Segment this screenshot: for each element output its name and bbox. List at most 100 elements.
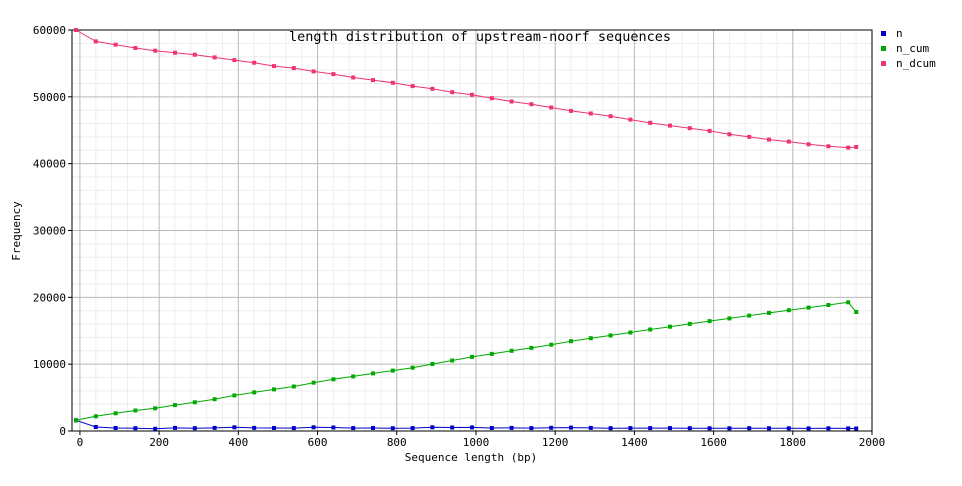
data-point-n-dcum [509,99,514,104]
data-point-n-dcum [74,28,78,32]
data-point-n-cum [311,380,316,385]
data-point-n-cum [74,418,78,423]
data-point-n-cum [351,374,356,379]
data-point-n-dcum [232,58,237,63]
data-point-n-cum [371,371,375,376]
data-point-n-cum [687,321,692,326]
data-point-n-cum [628,330,633,335]
data-point-n [192,426,197,431]
legend-label-n: n [896,27,903,40]
data-point-n-cum [489,351,494,356]
legend: n n_cum n_dcum [881,27,936,70]
data-point-n-dcum [489,96,494,101]
data-point-n [549,425,554,430]
data-point-n-cum [212,397,217,402]
data-point-n-dcum [212,55,217,60]
data-point-n-dcum [390,80,395,85]
data-point-n-cum [786,308,791,313]
data-point-n-dcum [707,128,712,133]
data-point-n-cum [727,316,732,321]
data-point-n [430,425,435,430]
data-point-n [351,426,356,431]
data-point-n [489,426,494,430]
data-point-n-cum [826,303,831,307]
data-point-n-cum [529,345,534,350]
data-point-n [767,426,771,431]
data-point-n-cum [291,384,296,389]
data-point-n-dcum [272,64,276,69]
y-axis-ticks: 0 10000 20000 30000 40000 50000 60000 [33,24,72,438]
data-point-n-dcum [727,132,732,137]
data-point-n-dcum [331,72,336,77]
y-tick-label: 20000 [33,291,66,304]
data-point-n-cum [668,324,672,329]
data-point-n [331,425,336,430]
x-tick-label: 200 [149,436,169,449]
data-point-n-cum [93,414,98,419]
data-point-n [113,426,118,430]
data-point-n-dcum [430,86,435,91]
legend-label-n-cum: n_cum [896,42,929,55]
data-point-n [509,425,514,430]
data-point-n-dcum [846,145,851,150]
data-point-n-cum [450,358,455,363]
x-tick-label: 1600 [700,436,727,449]
y-tick-label: 60000 [33,24,66,37]
data-point-n-dcum [608,114,613,119]
data-point-n-cum [390,368,395,373]
x-axis-ticks: 0 200 400 600 800 1000 1200 1400 1600 1800 2000 [77,431,885,449]
data-point-n [93,425,98,429]
data-point-n [727,426,732,431]
y-tick-label: 10000 [33,358,66,371]
data-point-n-dcum [687,126,692,131]
data-point-n-cum [608,333,613,338]
data-point-n-dcum [351,75,356,80]
data-point-n-dcum [826,144,831,149]
legend-marker-n-dcum [881,61,886,66]
data-point-n [846,426,851,431]
data-point-n-dcum [470,92,474,97]
data-point-n-dcum [628,117,633,122]
chart-title: length distribution of upstream-noorf se… [289,29,671,45]
data-point-n [854,426,859,431]
data-point-n-cum [430,362,435,366]
data-point-n-dcum [668,123,672,128]
x-tick-label: 600 [308,436,328,449]
data-point-n [668,426,672,431]
data-point-n-dcum [113,42,118,47]
data-point-n [608,426,613,431]
data-point-n [529,426,534,431]
y-tick-label: 40000 [33,158,66,171]
data-point-n-cum [192,400,197,405]
data-point-n-cum [113,411,118,416]
x-tick-label: 0 [77,436,84,449]
data-point-n-cum [470,354,474,359]
data-point-n-cum [173,403,177,408]
data-point-n [826,426,831,431]
data-point-n-cum [648,327,653,332]
data-point-n-cum [854,310,859,314]
data-point-n-dcum [371,78,375,83]
data-point-n-cum [747,313,752,318]
data-point-n [390,426,395,431]
data-point-n-dcum [786,139,791,144]
data-point-n-cum [133,408,138,413]
data-point-n-cum [569,339,573,344]
data-point-n [371,426,375,430]
x-axis-label: Sequence length (bp) [405,451,537,464]
data-point-n [628,426,633,431]
x-tick-label: 1400 [621,436,648,449]
data-point-n-cum [153,406,158,411]
y-tick-label: 30000 [33,225,66,238]
data-point-n-cum [767,310,771,315]
data-point-n-dcum [291,66,296,71]
data-point-n-dcum [192,52,197,57]
data-point-n-cum [272,387,276,392]
data-point-n-cum [806,305,811,310]
data-point-n-cum [509,348,514,353]
data-point-n-dcum [450,90,455,95]
data-point-n-cum [549,342,554,347]
data-point-n [272,426,276,430]
